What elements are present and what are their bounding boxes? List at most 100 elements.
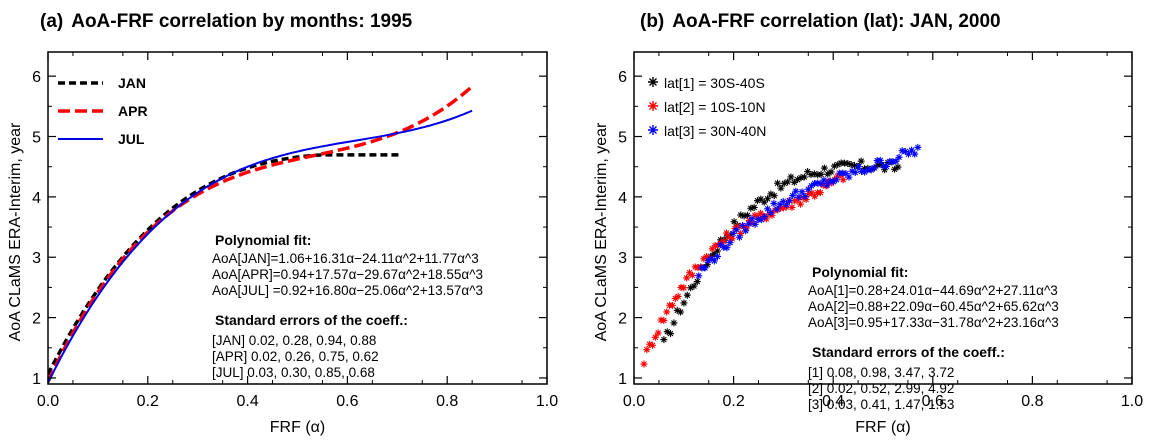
data-point xyxy=(877,161,885,169)
data-point xyxy=(668,301,676,309)
legend-label: JAN xyxy=(118,75,146,91)
data-point xyxy=(817,180,825,188)
data-point xyxy=(660,316,668,324)
data-point xyxy=(726,239,734,247)
y-tick-label: 2 xyxy=(618,311,627,328)
data-point xyxy=(867,165,875,173)
data-point xyxy=(876,156,884,164)
data-point xyxy=(774,179,782,187)
legend: JAN APR JUL xyxy=(58,75,148,147)
data-point xyxy=(823,181,831,189)
data-point xyxy=(760,198,768,206)
plot-frame xyxy=(47,51,548,385)
x-axis-label: FRF (α) xyxy=(855,419,910,436)
data-point xyxy=(667,330,675,338)
data-point xyxy=(790,178,798,186)
data-point xyxy=(819,181,827,189)
data-point xyxy=(663,328,671,336)
data-point xyxy=(683,274,691,282)
legend-label: JUL xyxy=(118,131,145,147)
data-point xyxy=(651,333,659,341)
data-point xyxy=(660,336,668,344)
x-tick-label: 0.4 xyxy=(822,393,844,410)
data-point xyxy=(732,226,740,234)
data-point xyxy=(768,211,776,219)
x-tick-label: 0.8 xyxy=(436,393,458,410)
data-point xyxy=(814,179,822,187)
data-point xyxy=(820,176,828,184)
data-point xyxy=(805,190,813,198)
data-point xyxy=(748,215,756,223)
data-point xyxy=(827,168,835,176)
x-tick-label: 0.6 xyxy=(922,393,944,410)
data-point xyxy=(690,282,698,290)
data-point xyxy=(854,163,862,171)
data-point xyxy=(796,200,804,208)
error-line: [APR] 0.02, 0.26, 0.75, 0.62 xyxy=(212,349,379,364)
y-axis-label: AoA CLaMS ERA-Interim, year xyxy=(593,122,610,341)
chart-title: (a) AoA-FRF correlation by months: 1995 xyxy=(40,11,413,32)
data-point xyxy=(787,173,795,181)
data-point xyxy=(710,257,718,265)
data-point xyxy=(757,195,765,203)
data-point xyxy=(883,162,891,170)
plot-area xyxy=(48,85,474,384)
data-point xyxy=(703,253,711,261)
x-tick-label: 0.2 xyxy=(137,393,159,410)
chart-panel-b: (b) AoA-FRF correlation (lat): JAN, 2000 0… xyxy=(593,11,1143,436)
data-point xyxy=(729,229,737,237)
fit-annotation: Polynomial fit: AoA[JAN]=1.06+16.31α−24.1… xyxy=(212,232,483,380)
data-point xyxy=(663,308,671,316)
data-point xyxy=(722,229,730,237)
error-line: [1] 0.08, 0.98, 3.47, 3.72 xyxy=(808,365,954,380)
data-point xyxy=(767,209,775,217)
data-point xyxy=(754,197,762,205)
x-axis-label: FRF (α) xyxy=(270,419,325,436)
legend-label: lat[2] = 10S-10N xyxy=(664,99,766,115)
data-point xyxy=(734,223,742,231)
data-point xyxy=(810,170,818,178)
data-point xyxy=(839,176,847,184)
data-point xyxy=(800,173,808,181)
y-axis-label: AoA CLaMS ERA-Interim, year xyxy=(7,122,24,341)
data-point xyxy=(824,170,832,178)
data-point xyxy=(723,244,731,252)
data-point xyxy=(700,255,708,263)
data-point xyxy=(742,224,750,232)
fit-equation: AoA[JAN]=1.06+16.31α−24.11α^2+11.77α^3 xyxy=(212,251,479,266)
data-point xyxy=(720,237,728,245)
fit-equation: AoA[1]=0.28+24.01α−44.69α^2+27.11α^3 xyxy=(808,283,1058,298)
data-point xyxy=(677,308,685,316)
data-point xyxy=(747,204,755,212)
data-point xyxy=(648,341,656,349)
data-point xyxy=(750,203,758,211)
error-line: [3] 0.03, 0.41, 1.47, 1.53 xyxy=(808,397,954,412)
data-point xyxy=(687,284,695,292)
data-point xyxy=(792,187,800,195)
y-tick-label: 4 xyxy=(32,190,41,207)
data-point xyxy=(685,269,693,277)
data-point xyxy=(904,150,912,158)
data-point xyxy=(737,229,745,237)
data-point xyxy=(834,161,842,169)
data-point xyxy=(727,231,735,239)
data-point xyxy=(816,189,824,197)
data-point xyxy=(817,170,825,178)
data-point xyxy=(848,167,856,175)
data-point xyxy=(808,189,816,197)
data-point xyxy=(807,171,815,179)
data-point xyxy=(740,212,748,220)
data-point xyxy=(683,291,691,299)
x-tick-label: 1.0 xyxy=(536,393,558,410)
data-point xyxy=(770,192,778,200)
data-point xyxy=(695,272,703,280)
fit-equation: AoA[3]=0.95+17.33α−31.78α^2+23.16α^3 xyxy=(808,315,1059,330)
data-point xyxy=(743,211,751,219)
data-point xyxy=(640,360,648,368)
data-point xyxy=(757,209,765,217)
data-point xyxy=(707,255,715,263)
data-point xyxy=(760,213,768,221)
data-point xyxy=(764,195,772,203)
data-point xyxy=(832,176,840,184)
